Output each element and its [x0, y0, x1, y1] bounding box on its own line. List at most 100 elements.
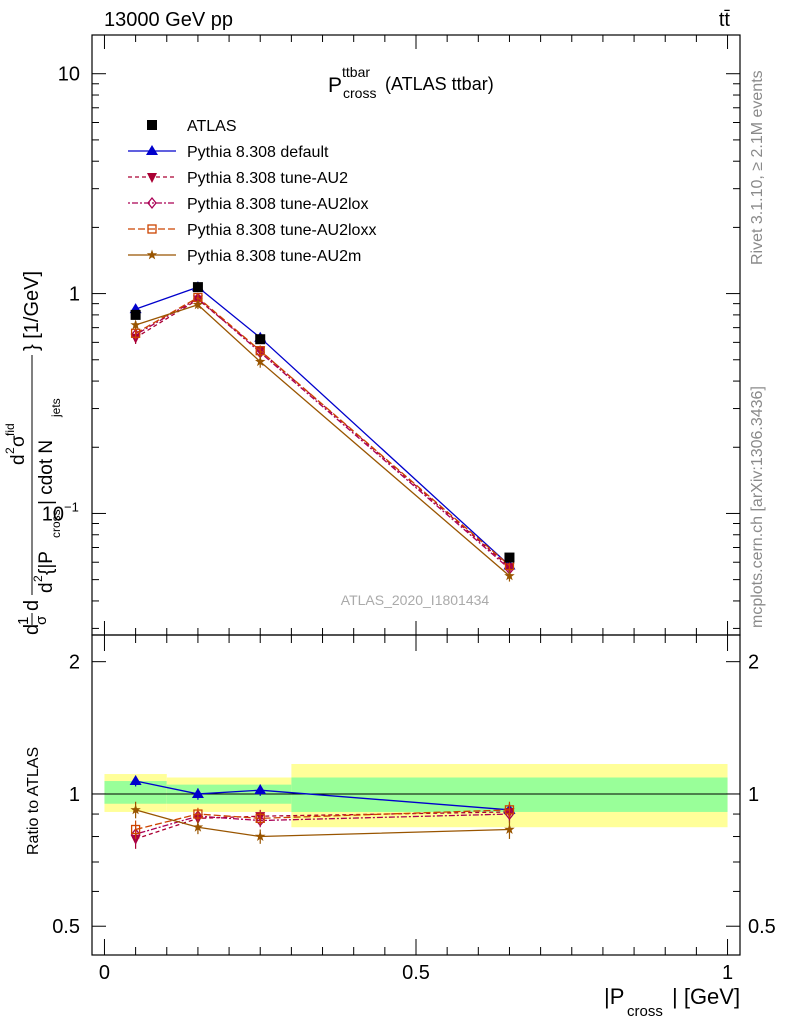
ratio-point — [130, 804, 141, 815]
main-y-tick-label-exp: −1 — [64, 499, 79, 514]
legend-entry: Pythia 8.308 tune-AU2m — [128, 248, 361, 265]
ratio-y-tick-label-right: 0.5 — [748, 916, 776, 938]
ratio-point — [255, 813, 265, 823]
ylabel-sigma-fid: σ — [8, 435, 29, 447]
ratio-series-pythia-8-308-tune-au2m — [130, 801, 515, 844]
main-y-axis-label: d 1 σ d d 2 σ fid d 2 {|P cross | cdot N… — [3, 271, 63, 635]
legend-label: Pythia 8.308 default — [187, 144, 329, 161]
process-label: tt̄ — [719, 9, 731, 31]
svg-text:d: d — [21, 624, 43, 635]
main-title: P ttbar cross (ATLAS ttbar) — [328, 64, 494, 101]
ratio-series-line — [135, 813, 510, 835]
legend-marker — [147, 173, 157, 183]
ratio-series-line — [135, 809, 510, 831]
ratio-series-line — [135, 780, 510, 811]
ratio-point — [504, 805, 515, 815]
series-line — [135, 303, 510, 577]
ylabel-close-unit: } [1/GeV] — [21, 271, 43, 351]
ratio-point — [504, 824, 515, 834]
ylabel-denom-open: {|P — [36, 551, 57, 575]
ylabel-d2: d — [21, 600, 43, 611]
data-point — [255, 346, 265, 356]
ratio-y-tick-label: 0.5 — [52, 916, 80, 938]
ratio-point — [254, 784, 267, 795]
ratio-series-group — [129, 775, 516, 849]
title-sup: ttbar — [342, 64, 370, 80]
data-point — [130, 328, 141, 341]
data-point — [130, 309, 141, 320]
ratio-x-tick-label: 1 — [722, 962, 733, 984]
ylabel-denom-mid: | cdot N — [36, 440, 57, 505]
title-sub: cross — [343, 85, 376, 101]
data-point — [504, 570, 515, 581]
title-suffix: (ATLAS ttbar) — [385, 74, 494, 94]
data-point — [130, 328, 141, 338]
ratio-y-tick-label-right: 2 — [748, 652, 759, 674]
ratio-point — [192, 821, 204, 832]
main-y-tick-label: 1 — [69, 284, 80, 306]
legend-label: Pythia 8.308 tune-AU2lox — [187, 196, 368, 213]
legend-label: ATLAS — [187, 118, 237, 135]
legend-label: Pythia 8.308 tune-AU2loxx — [187, 222, 376, 239]
ylabel-d-numer: d — [8, 454, 29, 465]
mcplots-label: mcplots.cern.ch [arXiv:1306.3436] — [749, 386, 766, 628]
series-pythia-8-308-tune-au2lox — [130, 292, 515, 575]
series-atlas — [130, 282, 515, 563]
ratio-point — [504, 808, 515, 821]
legend-entry: ATLAS — [147, 118, 237, 135]
ylabel-d1: d — [21, 624, 43, 635]
ylabel-denom-2: 2 — [31, 575, 45, 582]
legend-marker — [147, 196, 157, 210]
ratio-point — [129, 775, 142, 786]
legend-entry: Pythia 8.308 default — [128, 144, 329, 161]
ratio-point — [255, 831, 266, 841]
data-point — [504, 552, 515, 563]
ratio-panel: 2 21 10.5 0.5 0 0.5 1 Ratio to ATLAS |P cross… — [25, 634, 776, 1020]
legend-marker — [146, 249, 158, 260]
ratio-y-tick-label: 1 — [69, 784, 80, 806]
legend-marker — [147, 224, 157, 234]
ratio-y-tick-label-right: 1 — [748, 784, 759, 806]
ylabel-sigma: σ — [33, 615, 50, 625]
ratio-x-tick-label: 0.5 — [402, 962, 430, 984]
ylabel-denom-d: d — [36, 582, 57, 593]
main-series-group — [129, 281, 516, 582]
data-point — [130, 319, 141, 330]
ratio-point — [255, 814, 266, 827]
legend-label: Pythia 8.308 tune-AU2 — [187, 170, 348, 187]
ratio-point — [191, 787, 204, 798]
ratio-y-tick-label: 2 — [69, 652, 80, 674]
xlabel-sub: cross — [627, 1003, 663, 1020]
rivet-version-label: Rivet 3.1.10, ≥ 2.1M events — [749, 70, 766, 265]
ylabel-fid-sup: fid — [3, 423, 17, 436]
legend: ATLAS Pythia 8.308 default Pythia 8.308 tu… — [128, 118, 376, 265]
ylabel-one: 1 — [15, 617, 32, 625]
ratio-point — [193, 809, 203, 819]
legend-entry: Pythia 8.308 tune-AU2 — [128, 170, 348, 187]
title-main: P — [328, 74, 342, 97]
x-axis-label: |P cross | [GeV] — [604, 984, 740, 1020]
xlabel-end: | [GeV] — [672, 984, 740, 1009]
series-line — [135, 297, 510, 570]
ratio-x-ticks: 0 0.5 1 — [99, 635, 733, 984]
ylabel-d2sq: 2 — [3, 447, 17, 454]
data-point — [192, 299, 204, 310]
data-point — [255, 356, 266, 367]
series-line — [135, 286, 510, 566]
series-pythia-8-308-tune-au2loxx — [130, 292, 515, 571]
ratio-y-ticks: 2 2 1 1 0.5 0.5 — [52, 652, 776, 939]
data-point — [192, 282, 203, 293]
ylabel-denom-sub2: jets — [49, 398, 63, 418]
series-line — [135, 296, 510, 566]
legend-entry: Pythia 8.308 tune-AU2loxx — [128, 222, 376, 239]
xlabel-main: |P — [604, 984, 624, 1009]
data-point — [255, 334, 266, 345]
legend-marker — [146, 145, 158, 155]
legend-entry: Pythia 8.308 tune-AU2lox — [128, 196, 368, 213]
ratio-x-tick-label: 0 — [99, 962, 110, 984]
ratio-y-axis-label: Ratio to ATLAS — [25, 747, 42, 855]
ratio-band-green — [104, 781, 167, 804]
beam-label: 13000 GeV pp — [104, 9, 233, 31]
